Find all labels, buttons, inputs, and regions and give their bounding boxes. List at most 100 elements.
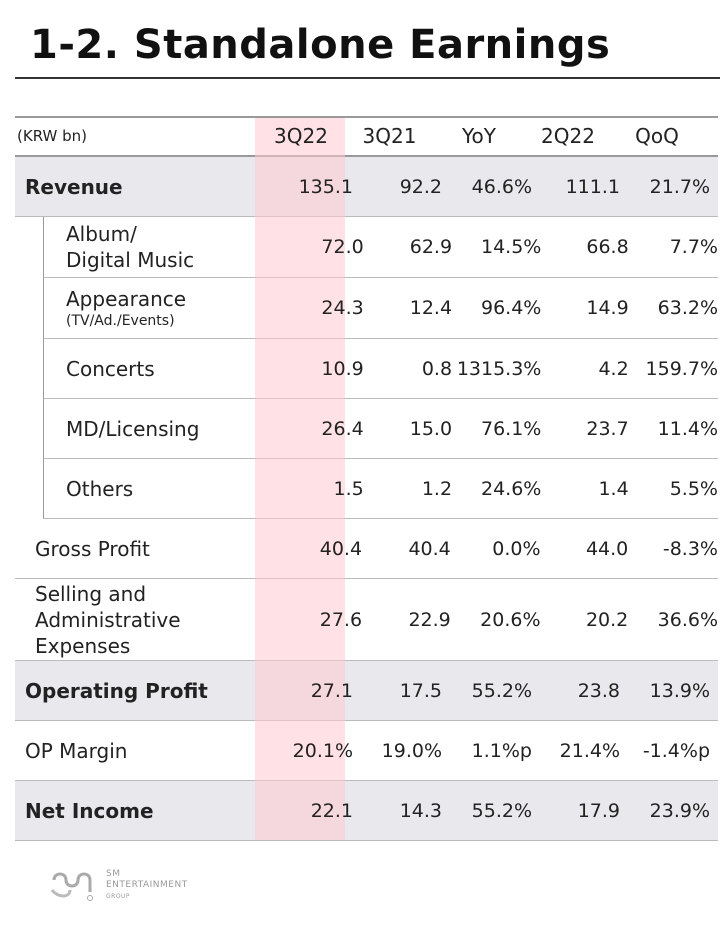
col-header: 3Q22 xyxy=(274,124,328,148)
cell-value: 20.6% xyxy=(480,608,541,631)
cell-value: 14.9 xyxy=(586,297,629,319)
cell-value: 63.2% xyxy=(657,297,718,319)
cell-value: 13.9% xyxy=(649,679,710,702)
title-divider xyxy=(15,77,720,79)
cell-value: 4.2 xyxy=(598,357,629,380)
row-label: Gross Profit xyxy=(15,536,274,562)
cell-value: 66.8 xyxy=(586,236,629,258)
cell-value: 159.7% xyxy=(645,357,718,380)
cell-value: 40.4 xyxy=(408,537,451,560)
table-row: Concerts 10.9 0.8 1315.3% 4.2 159.7% xyxy=(43,339,718,399)
table-row: MD/Licensing 26.4 15.0 76.1% 23.7 11.4% xyxy=(43,399,718,459)
cell-value: 44.0 xyxy=(585,537,629,560)
cell-value: 24.6% xyxy=(481,477,542,500)
row-label: Operating Profit xyxy=(15,678,265,704)
cell-value: 12.4 xyxy=(409,297,453,319)
row-label-text: Concerts xyxy=(66,356,155,381)
row-label: Selling and Administrative Expenses xyxy=(15,581,274,659)
cell-value: 1315.3% xyxy=(456,357,542,380)
cell-value: 21.4% xyxy=(559,739,620,762)
cell-value: 0.8 xyxy=(421,357,453,380)
cell-value: 1.1%p xyxy=(471,739,532,762)
row-label-text: Expenses xyxy=(35,633,131,658)
cell-value: 40.4 xyxy=(319,537,363,560)
table-row: OP Margin 20.1% 19.0% 1.1%p 21.4% -1.4%p xyxy=(15,721,718,781)
cell-value: 1.4 xyxy=(598,477,629,500)
cell-value: 14.3 xyxy=(399,799,442,822)
cell-value: 11.4% xyxy=(657,417,718,440)
row-label-text: OP Margin xyxy=(25,738,128,763)
table-top-rule xyxy=(15,116,718,118)
cell-value: 111.1 xyxy=(565,175,620,198)
row-label-text: Administrative xyxy=(35,607,181,632)
cell-value: -1.4%p xyxy=(642,739,710,762)
table-row: Others 1.5 1.2 24.6% 1.4 5.5% xyxy=(43,459,718,519)
row-label-text: Album/ xyxy=(66,222,137,246)
row-label: Concerts xyxy=(44,356,276,382)
table-row: Net Income 22.1 14.3 55.2% 17.9 23.9% xyxy=(15,781,718,841)
row-label: OP Margin xyxy=(15,738,265,764)
cell-value: 17.9 xyxy=(577,799,620,822)
table-row: Gross Profit 40.4 40.4 0.0% 44.0 -8.3% xyxy=(15,519,718,579)
cell-value: 26.4 xyxy=(321,417,364,440)
row-label-text: Gross Profit xyxy=(35,536,150,561)
table-row: Album/Digital Music 72.0 62.9 14.5% 66.8 7.7% xyxy=(43,217,718,278)
cell-value: 21.7% xyxy=(649,175,710,198)
cell-value: 23.7 xyxy=(586,417,629,440)
cell-value: 92.2 xyxy=(399,175,442,198)
col-header: 2Q22 xyxy=(541,124,595,148)
sm-entertainment-logo: SM ENTERTAINMENT GROUP xyxy=(50,868,188,902)
row-label-text: MD/Licensing xyxy=(66,416,200,441)
row-label: Album/Digital Music xyxy=(44,221,276,273)
row-label: Net Income xyxy=(15,798,265,824)
col-header: 3Q21 xyxy=(362,124,417,148)
row-label: Others xyxy=(44,476,276,502)
cell-value: 135.1 xyxy=(298,175,353,198)
cell-value: 15.0 xyxy=(409,417,453,440)
cell-value: 55.2% xyxy=(471,679,532,702)
col-header: YoY xyxy=(461,124,496,148)
unit-label: (KRW bn) xyxy=(17,127,87,145)
cell-value: 1.5 xyxy=(333,477,364,500)
cell-value: 55.2% xyxy=(471,799,532,822)
cell-value: 10.9 xyxy=(321,357,364,380)
row-label-text: (TV/Ad./Events) xyxy=(66,313,175,329)
cell-value: 14.5% xyxy=(481,236,542,258)
earnings-table: (KRW bn) 3Q22 3Q21 YoY 2Q22 QoQ Revenue 1… xyxy=(15,117,718,841)
cell-value: 22.9 xyxy=(408,608,451,631)
row-label-text: Appearance xyxy=(66,287,187,311)
cell-value: 46.6% xyxy=(471,175,532,198)
cell-value: 23.9% xyxy=(649,799,710,822)
row-label-text: Others xyxy=(66,476,134,501)
table-row: Appearance (TV/Ad./Events) 24.3 12.4 96.4% 14… xyxy=(43,278,718,339)
row-label-text: Selling and xyxy=(35,581,147,606)
logo-text: GROUP xyxy=(106,892,131,900)
table-header: (KRW bn) 3Q22 3Q21 YoY 2Q22 QoQ xyxy=(15,117,718,157)
table-row: Operating Profit 27.1 17.5 55.2% 23.8 13.9% xyxy=(15,661,718,721)
cell-value: 0.0% xyxy=(492,537,541,560)
cell-value: 96.4% xyxy=(481,297,542,319)
cell-value: 20.1% xyxy=(292,739,353,762)
cell-value: 7.7% xyxy=(669,236,718,258)
page-title: 1-2. Standalone Earnings xyxy=(30,22,611,68)
col-header: QoQ xyxy=(635,124,679,148)
cell-value: 24.3 xyxy=(321,297,364,319)
cell-value: 17.5 xyxy=(399,679,442,702)
row-label-text: Revenue xyxy=(25,174,123,199)
cell-value: 22.1 xyxy=(310,799,353,822)
cell-value: 19.0% xyxy=(381,739,442,762)
row-label-text: Operating Profit xyxy=(25,678,208,703)
table-row: Selling and Administrative Expenses 27.6 22.… xyxy=(15,579,718,661)
sm-logo-icon xyxy=(50,872,93,901)
cell-value: 27.1 xyxy=(310,679,353,702)
cell-value: 5.5% xyxy=(669,477,718,500)
cell-value: 36.6% xyxy=(657,608,718,631)
cell-value: 76.1% xyxy=(481,417,542,440)
row-label-text: Digital Music xyxy=(66,248,195,272)
cell-value: 62.9 xyxy=(409,236,453,258)
row-label: MD/Licensing xyxy=(44,416,276,442)
cell-value: 20.2 xyxy=(585,608,629,631)
cell-value: 72.0 xyxy=(321,236,364,258)
cell-value: 27.6 xyxy=(319,608,363,631)
row-label-text: Net Income xyxy=(25,798,154,823)
